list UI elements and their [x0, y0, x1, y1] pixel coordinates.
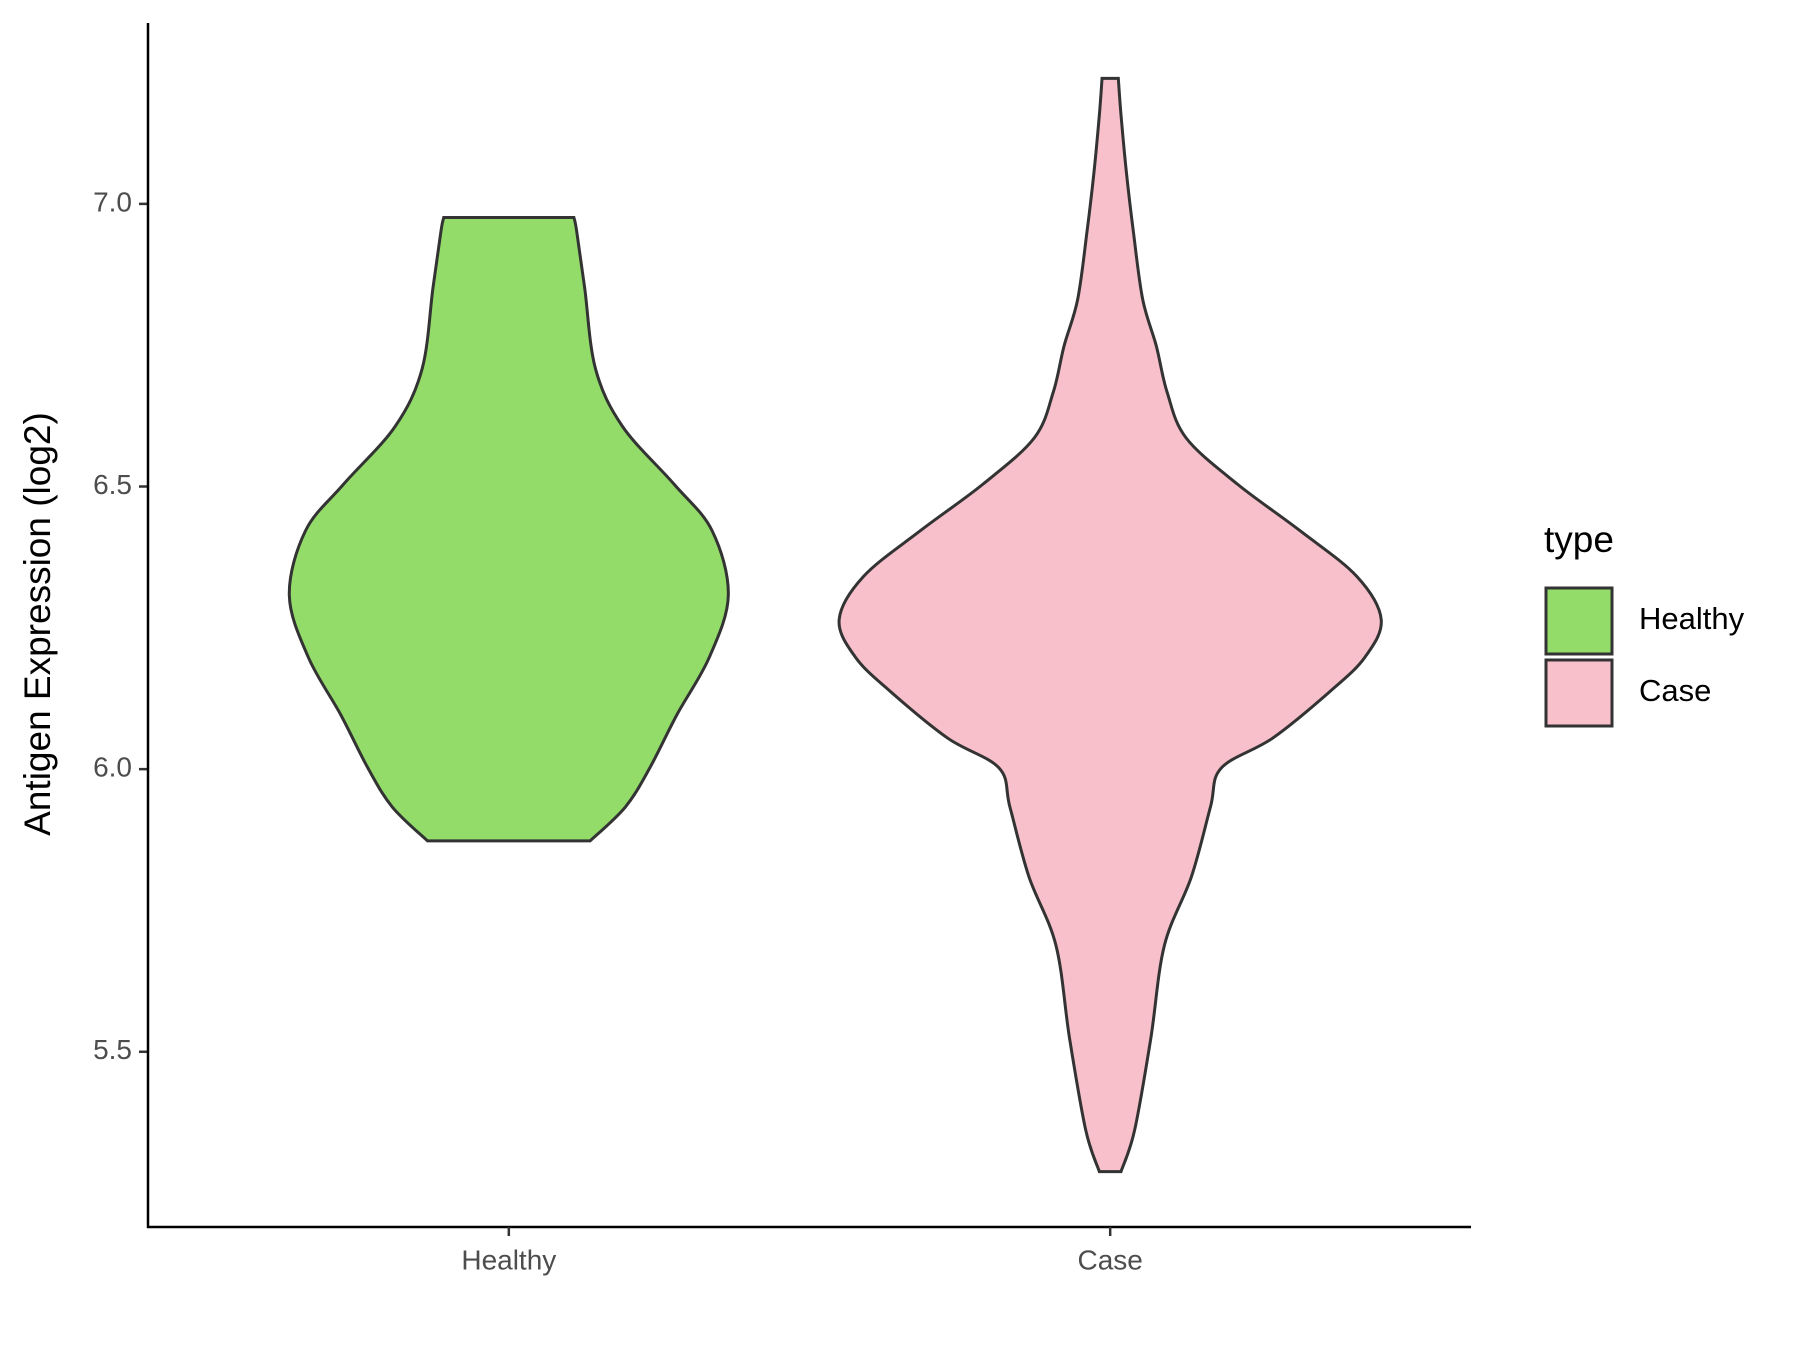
- y-tick-label: 6.5: [93, 469, 132, 500]
- violin: [837, 76, 1383, 1174]
- legend-title: type: [1544, 519, 1614, 560]
- legend-label: Case: [1639, 673, 1711, 708]
- violin: [287, 215, 730, 843]
- y-tick-label: 5.5: [93, 1034, 132, 1065]
- x-tick-label: Healthy: [461, 1244, 556, 1275]
- legend-key: [1544, 586, 1614, 656]
- y-axis-title: Antigen Expression (log2): [17, 412, 58, 836]
- y-tick-label: 7.0: [93, 186, 132, 217]
- legend-key: [1544, 658, 1614, 728]
- legend-label: Healthy: [1639, 601, 1745, 636]
- x-tick-label: Case: [1077, 1244, 1142, 1275]
- y-tick-label: 6.0: [93, 752, 132, 783]
